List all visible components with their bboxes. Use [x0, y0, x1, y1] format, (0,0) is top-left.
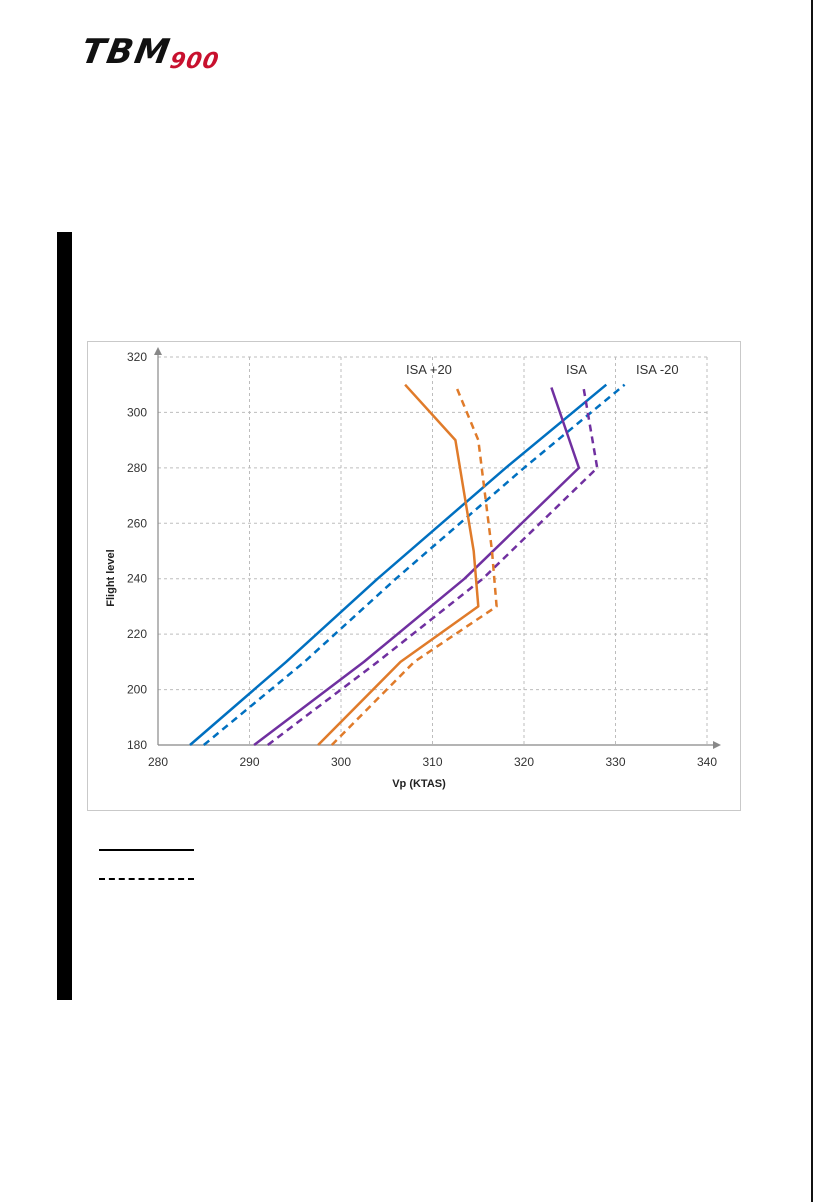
series-line-1 — [189, 383, 608, 746]
x-tick-labels: 280 290 300 310 320 330 340 — [148, 755, 717, 769]
logo-model-text: 900 — [167, 49, 222, 74]
curve-annotation: ISA — [566, 362, 587, 377]
series-lines — [189, 383, 626, 746]
logo-tbm-text: TBM — [78, 32, 175, 72]
y-tick-label: 300 — [127, 405, 147, 419]
y-axis-arrow — [154, 347, 162, 355]
y-tick-label: 180 — [127, 738, 147, 752]
series-line-2 — [203, 383, 626, 746]
y-tick-label: 220 — [127, 627, 147, 641]
x-tick-label: 300 — [331, 755, 351, 769]
chart-panel: 280 290 300 310 320 330 340 180 200 220 240 260 280… — [87, 341, 741, 811]
curve-annotation: ISA -20 — [636, 362, 679, 377]
chart-axes — [154, 347, 721, 749]
speed-chart: 280 290 300 310 320 330 340 180 200 220 240 260 280… — [105, 347, 721, 790]
y-tick-label: 200 — [127, 683, 147, 697]
y-tick-label: 320 — [127, 350, 147, 364]
tbm-900-logo: TBM 900 — [78, 32, 242, 77]
y-tick-labels: 180 200 220 240 260 280 300 320 — [127, 350, 147, 752]
cut-line — [811, 0, 813, 1202]
y-tick-label: 260 — [127, 516, 147, 530]
series-line-5 — [317, 383, 480, 746]
chart-annotations: ISA +20 ISA ISA -20 — [406, 362, 679, 377]
x-tick-label: 310 — [422, 755, 442, 769]
series-line-3 — [253, 387, 581, 746]
series-line-4 — [267, 387, 599, 746]
legend-dashed-line — [99, 878, 194, 880]
chart-grid — [158, 356, 708, 745]
y-tick-label: 280 — [127, 461, 147, 475]
x-axis-arrow — [713, 741, 721, 749]
x-tick-label: 290 — [239, 755, 259, 769]
x-tick-label: 330 — [605, 755, 625, 769]
x-tick-label: 340 — [697, 755, 717, 769]
x-tick-label: 320 — [514, 755, 534, 769]
series-line-6 — [330, 384, 498, 746]
x-axis-label: Vp (KTAS) — [392, 778, 446, 790]
y-tick-label: 240 — [127, 572, 147, 586]
x-tick-label: 280 — [148, 755, 168, 769]
y-axis-label: Flight level — [105, 549, 117, 606]
revision-bar — [57, 232, 72, 1000]
legend-solid-line — [99, 849, 194, 851]
curve-annotation: ISA +20 — [406, 362, 452, 377]
